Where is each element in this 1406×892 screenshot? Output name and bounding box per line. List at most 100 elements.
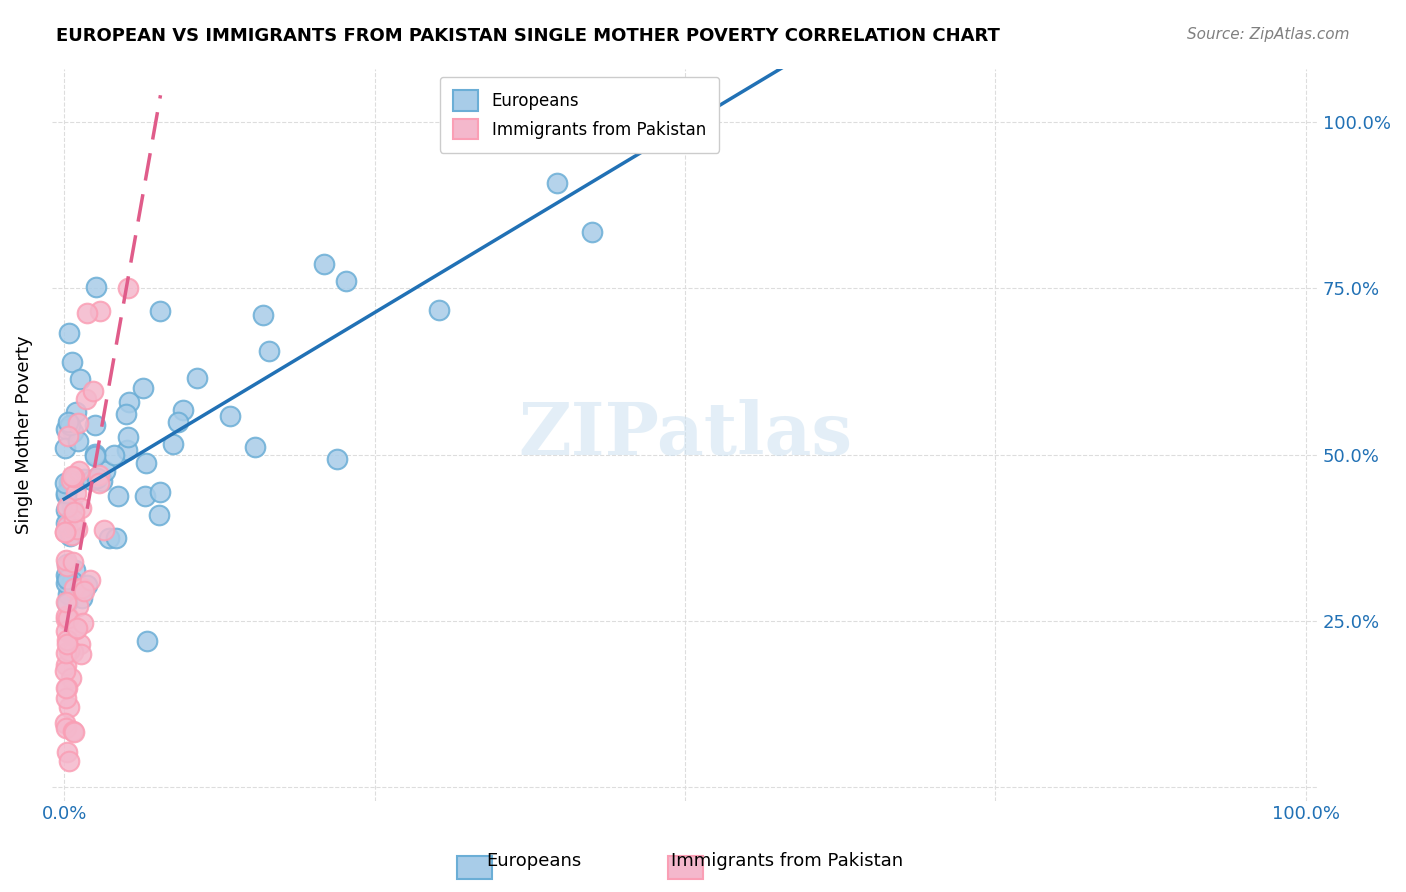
Point	[84, 471, 107, 485]
Point	[56, 519, 79, 533]
Point	[60, 528, 83, 542]
Point	[63, 563, 86, 577]
Point	[66, 599, 89, 614]
Point	[60, 469, 83, 483]
Point	[132, 381, 155, 395]
Point	[243, 440, 266, 454]
Point	[73, 583, 96, 598]
Point	[65, 405, 87, 419]
Point	[56, 558, 79, 573]
Point	[135, 633, 157, 648]
Y-axis label: Single Mother Poverty: Single Mother Poverty	[15, 335, 32, 534]
Point	[55, 691, 77, 706]
Point	[56, 587, 79, 601]
Point	[80, 473, 103, 487]
Point	[55, 442, 77, 456]
Point	[546, 176, 568, 190]
Point	[70, 591, 93, 605]
Point	[86, 471, 108, 485]
Point	[58, 326, 80, 340]
Point	[55, 476, 77, 491]
Point	[69, 372, 91, 386]
Point	[89, 304, 111, 318]
Point	[55, 552, 77, 566]
Text: R = 0.762   N = 70: R = 0.762 N = 70	[440, 95, 610, 113]
Point	[62, 724, 84, 739]
Point	[84, 280, 107, 294]
Point	[67, 464, 90, 478]
Point	[162, 436, 184, 450]
Point	[665, 115, 688, 129]
Point	[591, 136, 613, 150]
Point	[58, 611, 80, 625]
Point	[55, 646, 77, 660]
Point	[59, 473, 82, 487]
Point	[55, 716, 77, 731]
Point	[65, 622, 87, 636]
Point	[56, 500, 79, 514]
Point	[55, 503, 77, 517]
Text: EUROPEAN VS IMMIGRANTS FROM PAKISTAN SINGLE MOTHER POVERTY CORRELATION CHART: EUROPEAN VS IMMIGRANTS FROM PAKISTAN SIN…	[56, 27, 1000, 45]
Point	[62, 425, 84, 439]
Point	[59, 417, 82, 432]
Point	[76, 306, 98, 320]
Point	[62, 723, 84, 738]
Point	[59, 583, 82, 598]
Point	[97, 531, 120, 545]
Point	[55, 572, 77, 586]
Point	[72, 615, 94, 630]
Point	[67, 434, 90, 448]
Point	[172, 403, 194, 417]
Point	[117, 395, 139, 409]
Point	[149, 304, 172, 318]
Point	[55, 488, 77, 502]
Point	[93, 523, 115, 537]
Point	[219, 409, 242, 423]
Point	[55, 422, 77, 436]
Point	[581, 225, 603, 239]
Point	[63, 470, 86, 484]
Point	[335, 274, 357, 288]
Point	[55, 576, 77, 591]
Point	[55, 681, 77, 696]
Point	[82, 384, 104, 398]
Point	[56, 415, 79, 429]
Point	[62, 645, 84, 659]
Point	[60, 355, 83, 369]
Point	[115, 442, 138, 457]
Legend: Europeans, Immigrants from Pakistan: Europeans, Immigrants from Pakistan	[440, 77, 720, 153]
Point	[83, 449, 105, 463]
Point	[55, 721, 77, 735]
Point	[55, 568, 77, 582]
Point	[148, 508, 170, 523]
Point	[79, 574, 101, 588]
Point	[70, 581, 93, 595]
Point	[56, 557, 79, 571]
Point	[58, 700, 80, 714]
Point	[117, 281, 139, 295]
Point	[91, 474, 114, 488]
Text: R = 0.522   N = 61: R = 0.522 N = 61	[440, 127, 612, 145]
Point	[56, 745, 79, 759]
Point	[70, 500, 93, 515]
Point	[65, 486, 87, 500]
Point	[55, 516, 77, 530]
Point	[55, 632, 77, 647]
Point	[55, 665, 77, 679]
Point	[94, 464, 117, 478]
Point	[326, 452, 349, 467]
Point	[84, 417, 107, 432]
Point	[105, 531, 128, 545]
Point	[55, 595, 77, 609]
Point	[69, 647, 91, 661]
Point	[56, 596, 79, 610]
Point	[135, 456, 157, 470]
Point	[186, 370, 208, 384]
Point	[55, 681, 77, 695]
Point	[83, 447, 105, 461]
Point	[252, 308, 274, 322]
Point	[87, 468, 110, 483]
Point	[103, 448, 125, 462]
Point	[257, 344, 280, 359]
Point	[56, 637, 79, 651]
